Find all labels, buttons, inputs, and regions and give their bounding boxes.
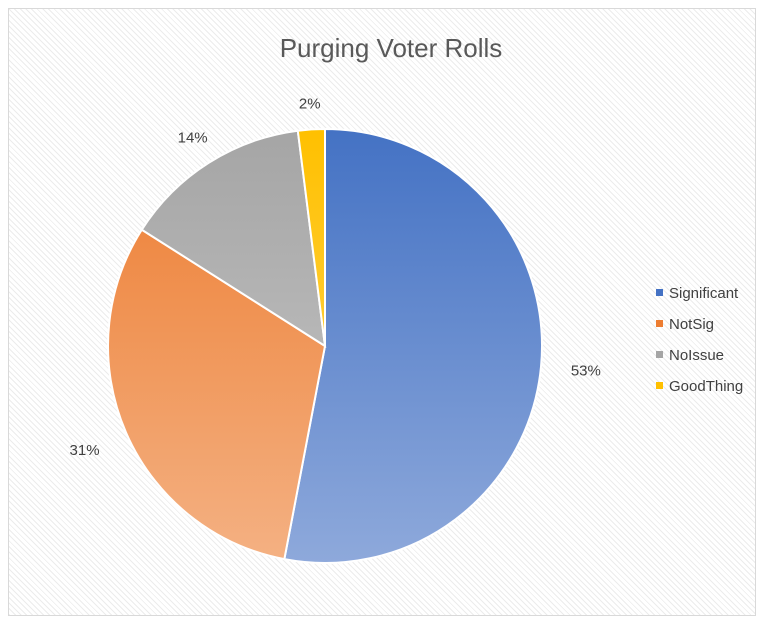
data-label-significant: 53% <box>571 363 601 380</box>
data-label-notsig: 31% <box>70 442 100 459</box>
legend-label-significant: Significant <box>669 285 739 302</box>
legend-label-notsig: NotSig <box>669 316 714 333</box>
legend-label-noissue: NoIssue <box>669 347 724 364</box>
data-label-goodthing: 2% <box>299 95 321 112</box>
legend-label-goodthing: GoodThing <box>669 378 743 395</box>
legend-swatch-notsig <box>656 320 663 327</box>
pie-slices <box>107 127 543 564</box>
legend: Significant NotSig NoIssue GoodThing <box>656 285 743 395</box>
pie-slice-significant <box>283 127 543 564</box>
chart-title: Purging Voter Rolls <box>280 33 503 63</box>
pie-data-labels: 53% 31% 14% 2% <box>70 95 601 459</box>
legend-swatch-significant <box>656 289 663 296</box>
legend-swatch-noissue <box>656 351 663 358</box>
pie-slice-noissue <box>140 129 327 348</box>
data-label-noissue: 14% <box>178 129 208 146</box>
pie-slice-goodthing <box>296 127 326 347</box>
legend-swatch-goodthing <box>656 382 663 389</box>
